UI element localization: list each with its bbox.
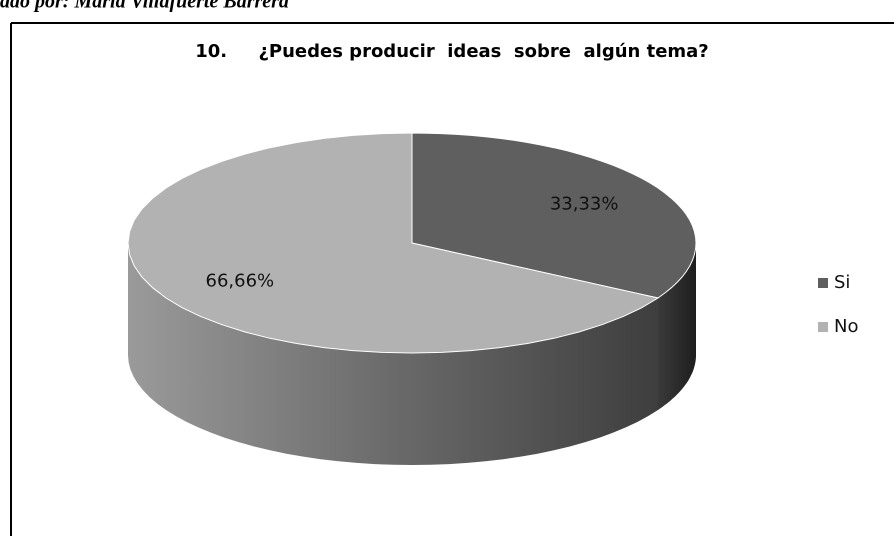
data-label: 33,33%: [550, 194, 619, 215]
legend-label: Si: [834, 272, 850, 293]
slice: [411, 132, 697, 299]
legend-label: No: [834, 316, 858, 337]
chart-title: 10. ¿Puedes producir ideas sobre algún t…: [195, 41, 709, 62]
legend-swatch: [818, 322, 828, 332]
slice-side: [128, 243, 658, 465]
caption: ado por: María Villafuerte Barrera: [0, 0, 289, 13]
slice: [127, 132, 660, 354]
slice-side: [658, 243, 696, 410]
legend-swatch: [818, 278, 828, 288]
data-label: 66,66%: [206, 271, 275, 292]
